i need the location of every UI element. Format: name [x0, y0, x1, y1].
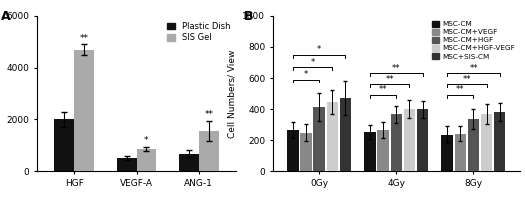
- Text: *: *: [304, 70, 308, 79]
- Bar: [442, 135, 453, 171]
- Y-axis label: Cell Numbers/ View: Cell Numbers/ View: [228, 49, 237, 138]
- Bar: [199, 131, 219, 171]
- Text: **: **: [392, 64, 401, 73]
- Legend: MSC-CM, MSC-CM+VEGF, MSC-CM+HGF, MSC-CM+HGF-VEGF, MSC+SIS-CM: MSC-CM, MSC-CM+VEGF, MSC-CM+HGF, MSC-CM+…: [430, 20, 516, 61]
- Bar: [364, 132, 376, 171]
- Text: *: *: [317, 45, 321, 54]
- Text: **: **: [204, 110, 213, 119]
- Bar: [468, 119, 479, 171]
- Bar: [377, 130, 389, 171]
- Bar: [327, 102, 338, 171]
- Bar: [404, 109, 415, 171]
- Y-axis label: ng/ml: ng/ml: [0, 81, 1, 106]
- Text: **: **: [379, 85, 387, 95]
- Bar: [74, 50, 94, 171]
- Bar: [455, 134, 466, 171]
- Text: **: **: [385, 75, 394, 84]
- Text: **: **: [469, 64, 478, 73]
- Bar: [313, 107, 325, 171]
- Bar: [54, 119, 74, 171]
- Bar: [494, 112, 506, 171]
- Text: A: A: [1, 10, 11, 23]
- Bar: [417, 109, 428, 171]
- Bar: [287, 130, 299, 171]
- Bar: [391, 114, 402, 171]
- Bar: [340, 98, 351, 171]
- Text: *: *: [144, 136, 149, 145]
- Bar: [117, 158, 136, 171]
- Text: **: **: [80, 34, 89, 43]
- Text: *: *: [311, 58, 315, 66]
- Legend: Plastic Dish, SIS Gel: Plastic Dish, SIS Gel: [165, 20, 232, 44]
- Bar: [136, 149, 156, 171]
- Text: B: B: [244, 10, 253, 23]
- Text: **: **: [463, 75, 471, 84]
- Text: **: **: [456, 85, 465, 95]
- Bar: [179, 154, 199, 171]
- Bar: [481, 114, 492, 171]
- Bar: [300, 133, 312, 171]
